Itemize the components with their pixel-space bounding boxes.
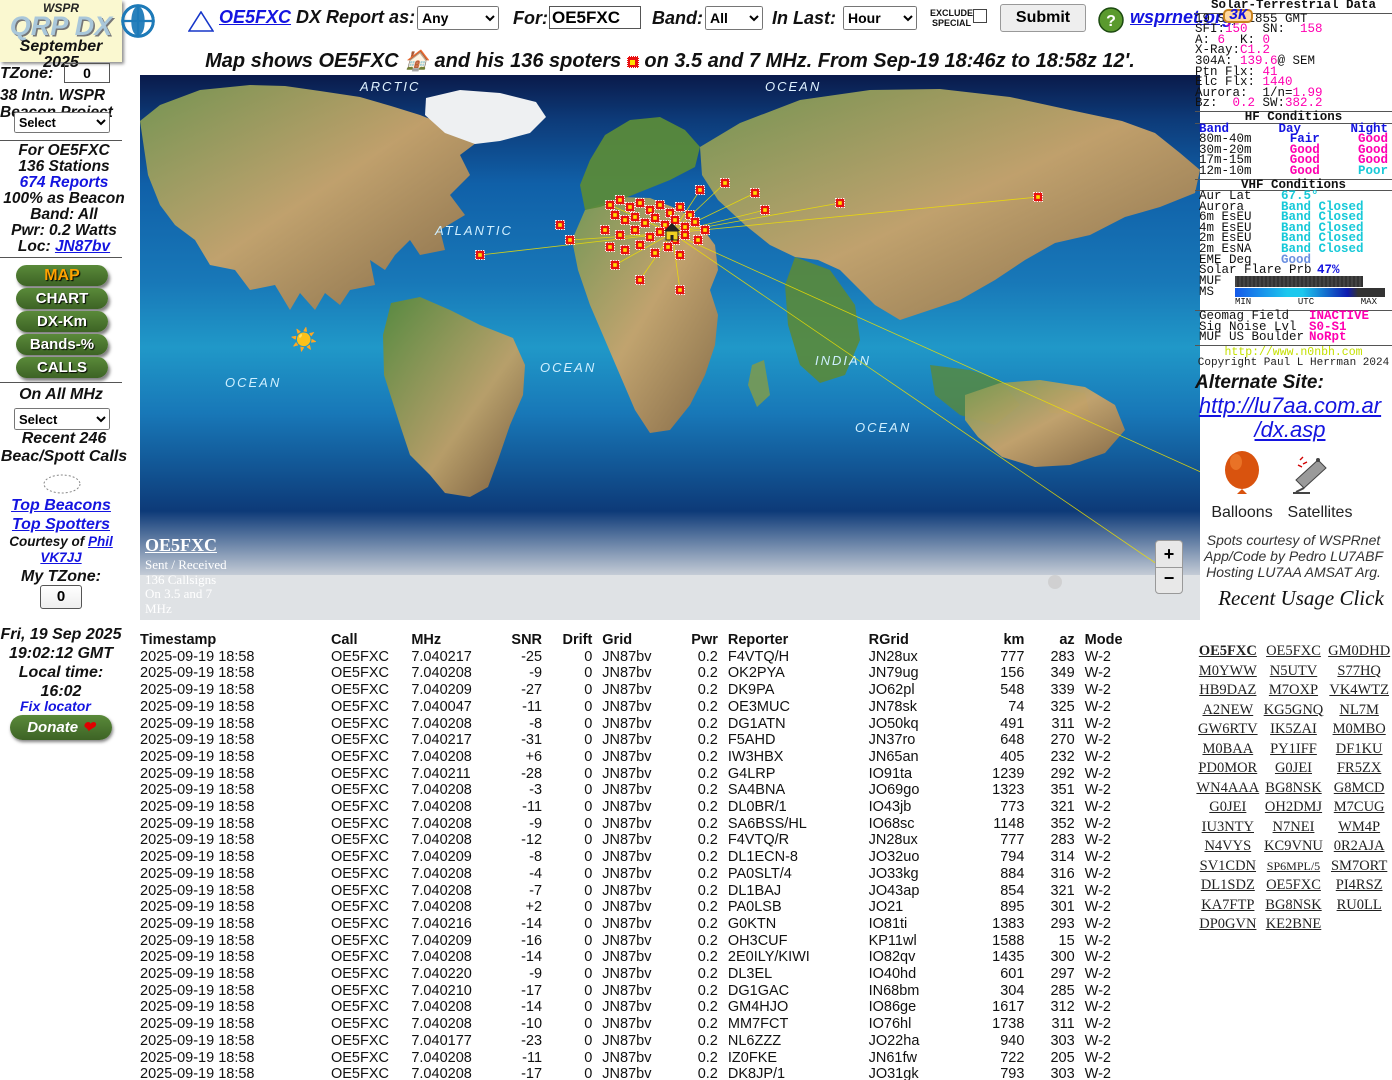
svg-text:?: ?	[1106, 13, 1116, 30]
